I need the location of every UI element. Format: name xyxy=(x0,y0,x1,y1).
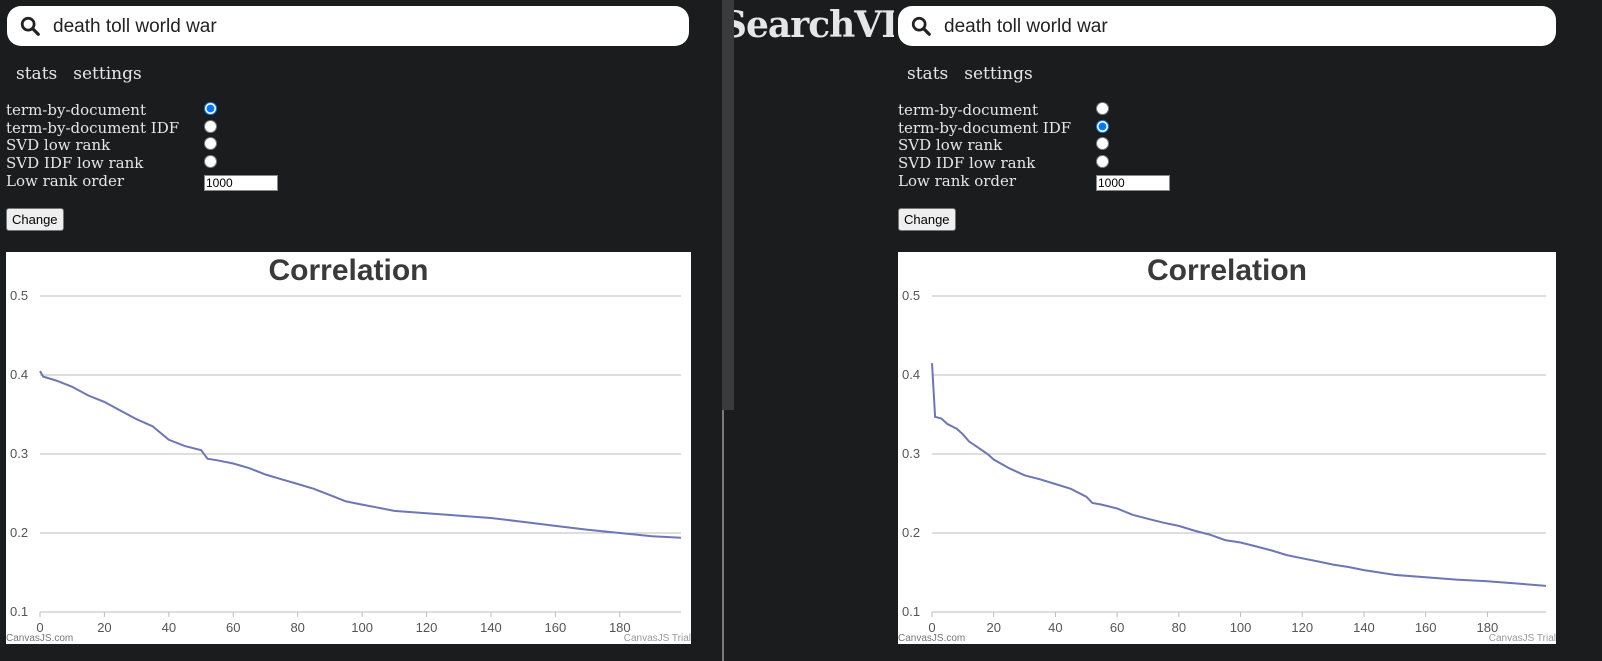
option-row: term-by-document xyxy=(6,101,306,120)
low-rank-label: Low rank order xyxy=(898,171,1017,190)
chart-svg: Correlation 0.1 0.2 0.3 0.4 0.5 0 20 40 60 80 100 12… xyxy=(6,254,691,644)
x-tick-label: 140 xyxy=(480,620,502,635)
x-tick-label: 100 xyxy=(1230,620,1252,635)
matrix-options: term-by-document term-by-document IDF SV… xyxy=(6,101,306,191)
x-tick-label: 0 xyxy=(36,620,43,635)
option-row: SVD low rank xyxy=(6,137,306,155)
option-label: SVD low rank xyxy=(898,136,1003,155)
x-tick-label: 160 xyxy=(545,620,567,635)
search-icon xyxy=(20,16,40,36)
low-rank-label: Low rank order xyxy=(6,171,125,190)
radio-svd-idf-low-rank[interactable] xyxy=(1096,155,1109,169)
chart-credit[interactable]: CanvasJS.com xyxy=(6,633,73,644)
option-row: SVD IDF low rank xyxy=(6,154,306,173)
change-button[interactable]: Change xyxy=(898,208,956,231)
y-tick-label: 0.1 xyxy=(10,604,28,619)
x-tick-label: 120 xyxy=(1291,620,1313,635)
radio-svd-low-rank[interactable] xyxy=(1096,137,1109,151)
search-bar[interactable] xyxy=(7,6,689,46)
chart-title: Correlation xyxy=(1147,254,1307,287)
search-icon xyxy=(911,16,931,36)
option-label: SVD low rank xyxy=(6,136,111,155)
y-tick-label: 0.4 xyxy=(902,367,920,382)
chart-title: Correlation xyxy=(268,254,428,287)
x-tick-label: 60 xyxy=(226,620,240,635)
option-label: SVD IDF low rank xyxy=(898,154,1036,173)
y-tick-label: 0.1 xyxy=(902,604,920,619)
radio-term-by-document[interactable] xyxy=(1096,102,1109,115)
option-label: term-by-document xyxy=(6,101,146,119)
top-nav: stats settings xyxy=(16,64,158,84)
low-rank-input[interactable] xyxy=(204,174,278,191)
option-row: Low rank order xyxy=(6,171,306,191)
x-tick-label: 160 xyxy=(1415,620,1437,635)
radio-term-by-document-idf[interactable] xyxy=(1096,119,1109,133)
x-tick-label: 100 xyxy=(351,620,373,635)
nav-settings[interactable]: settings xyxy=(964,64,1033,84)
option-row: SVD low rank xyxy=(898,137,1198,155)
option-row: term-by-document IDF xyxy=(898,118,1198,138)
option-label: term-by-document IDF xyxy=(898,118,1072,137)
nav-stats[interactable]: stats xyxy=(16,64,58,84)
y-tick-label: 0.4 xyxy=(10,367,28,382)
option-row: SVD IDF low rank xyxy=(898,154,1198,173)
change-button[interactable]: Change xyxy=(6,208,64,231)
series-line xyxy=(39,370,682,539)
x-tick-label: 0 xyxy=(928,620,935,635)
y-tick-label: 0.2 xyxy=(10,525,28,540)
correlation-chart: Correlation 0.1 0.2 0.3 0.4 0.5 0 20 40 60 80 100 12… xyxy=(6,252,691,644)
correlation-chart: Correlation 0.1 0.2 0.3 0.4 0.5 0 20 40 60 80 100 12… xyxy=(898,252,1556,644)
y-tick-label: 0.3 xyxy=(10,446,28,461)
nav-settings[interactable]: settings xyxy=(73,64,142,84)
series-line xyxy=(931,363,1547,587)
y-tick-label: 0.5 xyxy=(10,288,28,303)
search-bar[interactable] xyxy=(898,6,1556,46)
chart-trial-watermark: CanvasJS Trial xyxy=(624,633,691,644)
x-tick-label: 140 xyxy=(1353,620,1375,635)
option-label: SVD IDF low rank xyxy=(6,154,144,173)
pane-divider xyxy=(706,0,724,661)
option-row: Low rank order xyxy=(898,171,1198,191)
radio-svd-idf-low-rank[interactable] xyxy=(204,155,217,169)
chart-credit[interactable]: CanvasJS.com xyxy=(898,633,965,644)
x-tick-label: 20 xyxy=(986,620,1000,635)
x-tick-label: 80 xyxy=(1172,620,1186,635)
x-tick-label: 40 xyxy=(1048,620,1062,635)
option-row: term-by-document xyxy=(898,101,1198,120)
y-tick-label: 0.3 xyxy=(902,446,920,461)
y-tick-label: 0.2 xyxy=(902,525,920,540)
search-input[interactable] xyxy=(942,13,1506,41)
chart-svg: Correlation 0.1 0.2 0.3 0.4 0.5 0 20 40 60 80 100 12… xyxy=(898,254,1556,644)
x-tick-label: 80 xyxy=(290,620,304,635)
scrollbar-thumb[interactable] xyxy=(722,0,734,410)
option-label: term-by-document IDF xyxy=(6,118,180,137)
radio-term-by-document[interactable] xyxy=(204,102,217,115)
matrix-options: term-by-document term-by-document IDF SV… xyxy=(898,101,1198,191)
x-tick-label: 60 xyxy=(1110,620,1124,635)
x-tick-label: 180 xyxy=(1477,620,1499,635)
x-tick-label: 120 xyxy=(416,620,438,635)
chart-trial-watermark: CanvasJS Trial xyxy=(1489,633,1556,644)
left-pane: stats settings term-by-document term-by-d… xyxy=(0,0,706,661)
nav-stats[interactable]: stats xyxy=(907,64,949,84)
x-tick-label: 40 xyxy=(162,620,176,635)
radio-svd-low-rank[interactable] xyxy=(204,137,217,151)
low-rank-input[interactable] xyxy=(1096,174,1170,191)
y-tick-label: 0.5 xyxy=(902,288,920,303)
option-row: term-by-document IDF xyxy=(6,118,306,138)
option-label: term-by-document xyxy=(898,101,1038,119)
right-pane: stats settings term-by-document term-by-d… xyxy=(724,0,1602,661)
brand-logo: SearchVD xyxy=(734,4,894,46)
search-input[interactable] xyxy=(51,13,615,41)
x-tick-label: 20 xyxy=(97,620,111,635)
top-nav: stats settings xyxy=(907,64,1049,84)
radio-term-by-document-idf[interactable] xyxy=(204,119,217,133)
x-tick-label: 180 xyxy=(609,620,631,635)
